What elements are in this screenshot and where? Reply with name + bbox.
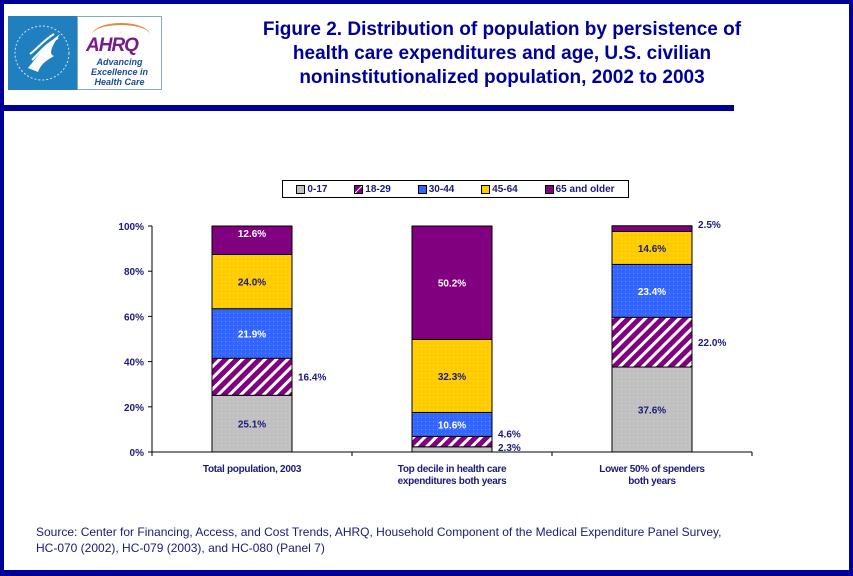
source-line: HC-070 (2002), HC-079 (2003), and HC-080…: [36, 541, 325, 555]
x-category-label: Total population, 2003: [203, 464, 302, 475]
bar-segment-texture: [412, 412, 492, 437]
legend-swatch: [481, 184, 491, 194]
ahrq-tagline-line: Advancing: [96, 57, 143, 67]
ahrq-arc-icon: [92, 23, 150, 47]
data-label: 21.9%: [238, 329, 266, 340]
legend-item-65-and-older: 65 and older: [544, 183, 615, 195]
chart-title-line: health care expenditures and age, U.S. c…: [292, 43, 712, 64]
data-label: 14.6%: [638, 244, 666, 255]
bar-segment-18-29: [411, 435, 493, 448]
x-category-label: Lower 50% of spenders: [599, 464, 705, 475]
data-label: 25.1%: [238, 420, 266, 431]
legend-item-18-29: 18-29: [354, 184, 391, 195]
data-label: 22.0%: [698, 338, 726, 349]
x-category-label: Top decile in health care: [398, 464, 507, 475]
ahrq-tagline: Advancing Excellence in Health Care: [78, 57, 161, 87]
chart-title-line: noninstitutionalized population, 2002 to…: [299, 67, 705, 88]
y-tick-label: 20%: [124, 403, 144, 414]
y-tick-label: 40%: [124, 358, 144, 369]
bar-segment-65-and-older: [611, 225, 693, 232]
legend-swatch: [417, 184, 427, 194]
chart-title: Figure 2. Distribution of population by …: [222, 18, 782, 90]
source-note: Source: Center for Financing, Access, an…: [36, 524, 816, 556]
bar-segment-65-and-older: [211, 225, 293, 255]
legend-swatch: [296, 184, 306, 194]
legend-item-30-44: 30-44: [417, 183, 455, 195]
ahrq-tagline-line: Health Care: [94, 77, 145, 87]
legend-swatch: [354, 184, 364, 194]
bar-segment-texture: [612, 367, 692, 452]
y-tick-label: 60%: [124, 312, 144, 323]
bar-segment-texture: [612, 231, 692, 265]
bar-segment-texture: [212, 395, 292, 452]
legend-item-0-17: 0-17: [296, 184, 327, 195]
y-tick-label: 0%: [130, 448, 145, 459]
x-category-label: both years: [628, 476, 676, 487]
ahrq-logo: AHRQ Advancing Excellence in Health Care: [77, 16, 162, 90]
bar-segment-18-29: [611, 316, 693, 368]
bar-segment-texture: [212, 254, 292, 309]
data-label: 37.6%: [638, 406, 666, 417]
ahrq-wordmark: AHRQ: [86, 35, 139, 56]
data-label: 50.2%: [438, 279, 466, 290]
bar-segment-texture: [212, 308, 292, 359]
title-divider: [0, 105, 734, 111]
data-label: 12.6%: [238, 229, 266, 240]
legend-label: 30-44: [428, 183, 455, 195]
bar-segment-65-and-older: [411, 225, 493, 340]
bar-segment-texture: [412, 446, 492, 452]
bar-segment-texture: [612, 264, 692, 318]
data-label: 32.3%: [438, 372, 466, 383]
data-label: 2.3%: [498, 443, 521, 454]
legend-label: 0-17: [307, 183, 328, 195]
chart-title-line: Figure 2. Distribution of population by …: [262, 19, 742, 40]
data-label: 16.4%: [298, 373, 326, 384]
y-tick-label: 80%: [124, 267, 144, 278]
legend-label: 45-64: [492, 183, 518, 195]
ahrq-tagline-line: Excellence in: [90, 67, 149, 77]
x-category-label: expenditures both years: [398, 476, 507, 487]
chart-legend: 0-17 18-29 30-44 45-64 65 and older: [282, 180, 629, 198]
data-label: 24.0%: [238, 278, 266, 289]
data-label: 23.4%: [638, 287, 666, 298]
agency-logo: AHRQ Advancing Excellence in Health Care: [8, 16, 162, 90]
bar-segment-18-29: [211, 357, 293, 396]
chart-labels: 25.1% 16.4% 21.9% 24.0% 12.6% 2.3% 4.6% 10.6% 32…: [238, 220, 727, 454]
legend-item-45-64: 45-64: [481, 184, 518, 195]
hhs-eagle-icon: [8, 16, 77, 90]
legend-label: 65 and older: [555, 183, 615, 195]
legend-swatch: [544, 184, 554, 194]
chart-bars: [211, 225, 693, 453]
bar-segment-texture: [412, 339, 492, 413]
data-label: 4.6%: [498, 430, 521, 441]
source-line: Source: Center for Financing, Access, an…: [36, 525, 722, 539]
y-tick-label: 100%: [118, 222, 144, 233]
legend-label: 18-29: [365, 183, 391, 195]
data-label: 10.6%: [438, 420, 466, 431]
data-label: 2.5%: [698, 220, 721, 231]
